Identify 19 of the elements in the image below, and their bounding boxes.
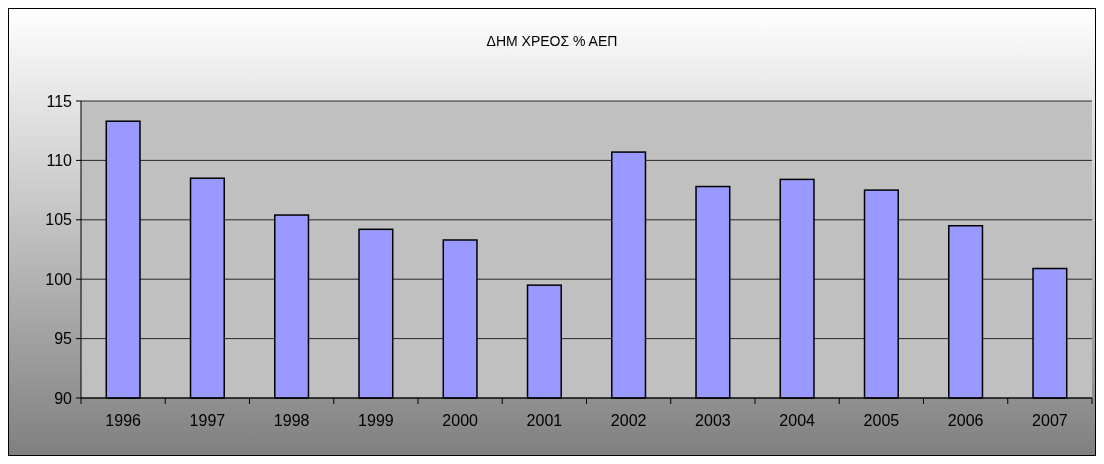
x-tick-label: 2001 [526, 412, 563, 429]
y-tick-label: 100 [45, 270, 73, 288]
x-tick-label: 2003 [695, 412, 731, 429]
x-tick-label: 1998 [273, 412, 310, 429]
y-tick-label: 90 [54, 389, 73, 407]
y-tick-label: 110 [46, 152, 73, 169]
x-tick-label: 2002 [610, 412, 647, 429]
x-tick-label: 1996 [105, 412, 142, 429]
x-tick-label: 2000 [442, 412, 479, 429]
x-tick-label: 2004 [779, 412, 816, 429]
x-tick-label: 1999 [358, 412, 394, 429]
x-tick-label: 2006 [947, 412, 984, 429]
x-tick-label: 2005 [863, 412, 900, 429]
y-tick-label: 95 [54, 330, 73, 348]
x-tick-label: 1997 [189, 412, 226, 429]
y-tick-label: 115 [46, 92, 73, 110]
chart-title: ΔΗΜ ΧΡΕΟΣ % ΑΕΠ [486, 33, 618, 49]
y-tick-label: 105 [45, 211, 73, 229]
x-tick-label: 2007 [1032, 412, 1068, 429]
